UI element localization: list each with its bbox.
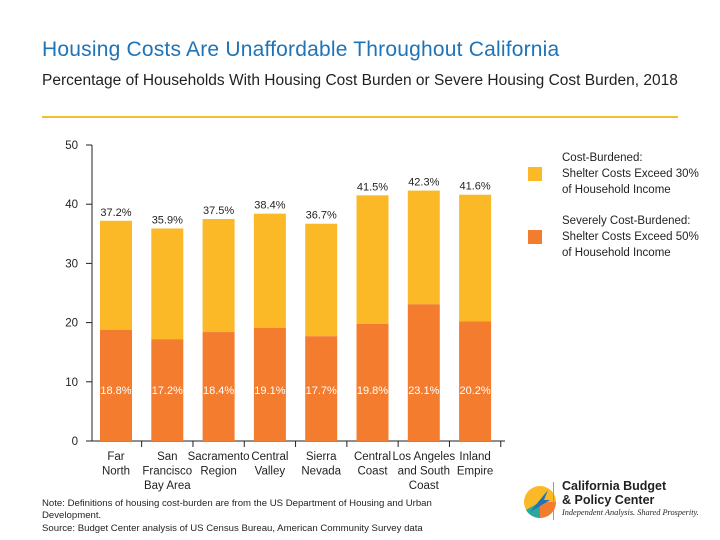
x-category-label: and South	[398, 466, 450, 478]
legend-label-cost-burdened: Cost-Burdened: Shelter Costs Exceed 30% …	[562, 152, 699, 196]
chart-subtitle: Percentage of Households With Housing Co…	[42, 72, 678, 89]
y-tick-label: 10	[65, 377, 78, 389]
bar-severely-cost-burdened	[407, 304, 440, 441]
bar-severely-cost-burdened	[253, 327, 286, 441]
data-label-total: 37.5%	[203, 205, 234, 217]
x-category-label: Sierra	[306, 451, 337, 463]
y-tick-label: 0	[72, 436, 78, 448]
y-tick-label: 40	[65, 199, 78, 211]
x-category-label: Region	[200, 466, 236, 478]
data-label-severe: 19.1%	[254, 385, 285, 397]
x-category-label: Central	[354, 451, 391, 463]
x-category-label: Far	[107, 451, 124, 463]
x-category-label: Francisco	[142, 466, 192, 478]
bar-cost-burdened	[356, 195, 389, 324]
logo-tagline: Independent Analysis. Shared Prosperity.	[562, 508, 699, 517]
bar-cost-burdened	[305, 223, 338, 337]
bar-cost-burdened	[459, 194, 492, 322]
logo-emblem	[524, 486, 556, 519]
bar-cost-burdened	[100, 220, 132, 330]
x-category-label: Inland	[459, 451, 490, 463]
bar-cost-burdened	[202, 219, 235, 333]
x-category-label: Coast	[409, 480, 440, 492]
bar-severely-cost-burdened	[356, 323, 389, 441]
chart-note: Note: Definitions of housing cost-burden…	[42, 498, 442, 535]
y-tick-label: 50	[65, 140, 78, 152]
x-category-label: Coast	[357, 466, 388, 478]
bar-cost-burdened	[407, 190, 440, 305]
data-label-severe: 18.4%	[203, 385, 234, 397]
data-label-severe: 18.8%	[100, 385, 131, 397]
logo-name: California Budget & Policy Center	[562, 479, 667, 507]
x-category-label: Central	[251, 451, 288, 463]
x-category-label: Bay Area	[144, 480, 191, 492]
data-label-total: 37.2%	[100, 207, 131, 219]
data-label-total: 38.4%	[254, 200, 285, 212]
bar-severely-cost-burdened	[151, 339, 184, 441]
bar-cost-burdened	[151, 228, 184, 340]
data-label-severe: 20.2%	[459, 385, 490, 397]
bar-severely-cost-burdened	[459, 321, 492, 441]
data-label-total: 36.7%	[306, 210, 337, 222]
x-category-label: Valley	[255, 466, 286, 478]
bar-severely-cost-burdened	[100, 329, 132, 441]
legend-item-severely-cost-burdened: Severely Cost-Burdened: Shelter Costs Ex…	[528, 213, 702, 261]
y-tick-label: 30	[65, 258, 78, 270]
data-label-total: 35.9%	[152, 214, 183, 226]
data-label-total: 41.5%	[357, 181, 388, 193]
x-category-label: North	[102, 466, 130, 478]
x-category-label: Nevada	[301, 466, 341, 478]
x-category-label: Sacramento	[188, 451, 250, 463]
bar-severely-cost-burdened	[305, 336, 338, 441]
data-label-severe: 23.1%	[408, 385, 439, 397]
bar-severely-cost-burdened	[202, 332, 235, 441]
note-definitions: Note: Definitions of housing cost-burden…	[42, 498, 432, 522]
data-label-total: 42.3%	[408, 177, 439, 189]
data-label-severe: 17.7%	[306, 385, 337, 397]
x-category-label: San	[157, 451, 177, 463]
x-category-label: Los Angeles	[392, 451, 455, 463]
legend-swatch-cost-burdened	[528, 167, 542, 181]
legend-item-cost-burdened: Cost-Burdened: Shelter Costs Exceed 30% …	[528, 150, 702, 198]
data-label-severe: 17.2%	[152, 385, 183, 397]
y-tick-label: 20	[65, 318, 78, 330]
title-divider	[42, 116, 678, 118]
note-source: Source: Budget Center analysis of US Cen…	[42, 522, 423, 534]
x-category-label: Empire	[457, 466, 493, 478]
logo-divider	[553, 482, 554, 520]
legend-swatch-severely-cost-burdened	[528, 230, 542, 244]
data-label-severe: 19.8%	[357, 385, 388, 397]
legend-label-severely-cost-burdened: Severely Cost-Burdened: Shelter Costs Ex…	[562, 215, 699, 259]
chart-title: Housing Costs Are Unaffordable Throughou…	[42, 38, 560, 61]
bar-cost-burdened	[253, 213, 286, 328]
data-label-total: 41.6%	[459, 181, 490, 193]
